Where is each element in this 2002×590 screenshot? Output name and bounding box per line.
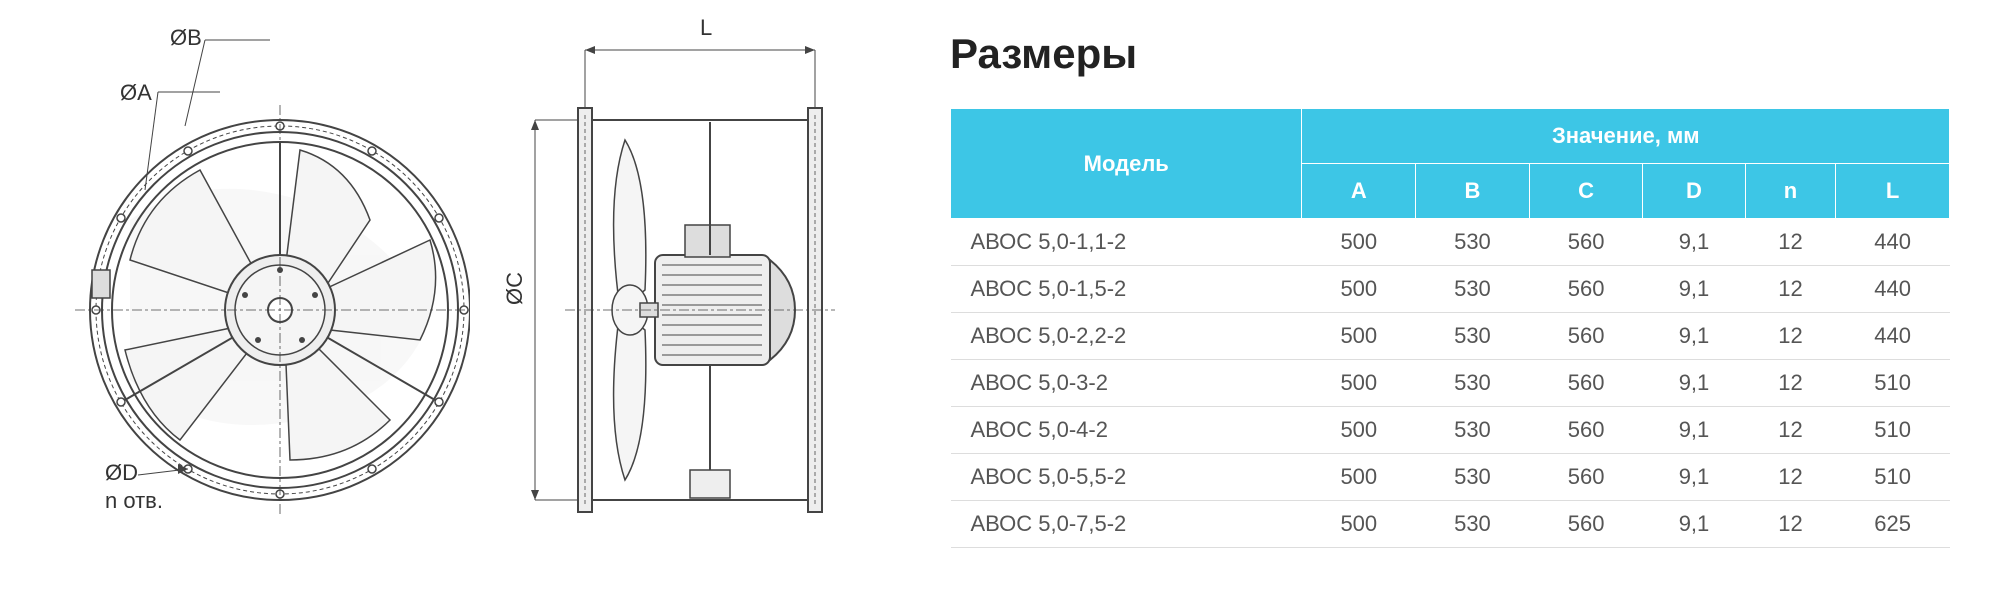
length-label: L [700,15,712,41]
technical-diagram: ØB ØA ØD n отв. тел [20,20,860,570]
content-area: Размеры Модель Значение, мм ABCDnL АВОС … [950,20,1982,570]
front-view-drawing: ØB ØA ØD n отв. тел [50,20,470,540]
value-cell: 9,1 [1643,219,1745,266]
value-cell: 500 [1302,407,1416,454]
value-cell: 530 [1416,313,1530,360]
value-cell: 440 [1836,266,1950,313]
value-cell: 12 [1745,407,1836,454]
model-cell: АВОС 5,0-4-2 [951,407,1302,454]
value-cell: 530 [1416,360,1530,407]
table-row: АВОС 5,0-5,5-25005305609,112510 [951,454,1950,501]
value-cell: 560 [1529,501,1643,548]
dimensions-table: Модель Значение, мм ABCDnL АВОС 5,0-1,1-… [950,108,1950,548]
column-header-a: A [1302,164,1416,219]
value-cell: 530 [1416,407,1530,454]
value-cell: 440 [1836,219,1950,266]
model-cell: АВОС 5,0-1,1-2 [951,219,1302,266]
value-cell: 530 [1416,501,1530,548]
value-cell: 560 [1529,219,1643,266]
diameter-d-label: ØD [105,460,138,486]
value-cell: 12 [1745,454,1836,501]
column-header-b: B [1416,164,1530,219]
table-row: АВОС 5,0-4-25005305609,112510 [951,407,1950,454]
column-header-values-group: Значение, мм [1302,109,1950,164]
value-cell: 530 [1416,454,1530,501]
value-cell: 500 [1302,219,1416,266]
column-header-c: C [1529,164,1643,219]
value-cell: 510 [1836,360,1950,407]
value-cell: 560 [1529,454,1643,501]
value-cell: 9,1 [1643,266,1745,313]
table-row: АВОС 5,0-1,5-25005305609,112440 [951,266,1950,313]
value-cell: 12 [1745,219,1836,266]
value-cell: 560 [1529,313,1643,360]
diameter-c-label: ØC [502,272,528,305]
value-cell: 560 [1529,360,1643,407]
value-cell: 9,1 [1643,313,1745,360]
value-cell: 560 [1529,266,1643,313]
value-cell: 500 [1302,360,1416,407]
value-cell: 12 [1745,266,1836,313]
value-cell: 12 [1745,313,1836,360]
table-row: АВОС 5,0-2,2-25005305609,112440 [951,313,1950,360]
column-header-model: Модель [951,109,1302,219]
value-cell: 625 [1836,501,1950,548]
value-cell: 510 [1836,454,1950,501]
diameter-b-label: ØB [170,25,202,51]
model-cell: АВОС 5,0-5,5-2 [951,454,1302,501]
model-cell: АВОС 5,0-2,2-2 [951,313,1302,360]
column-header-n: n [1745,164,1836,219]
value-cell: 500 [1302,454,1416,501]
value-cell: 530 [1416,219,1530,266]
value-cell: 9,1 [1643,501,1745,548]
diameter-a-label: ØA [120,80,152,106]
value-cell: 500 [1302,313,1416,360]
value-cell: 530 [1416,266,1530,313]
value-cell: 9,1 [1643,360,1745,407]
holes-label: n отв. [105,488,163,514]
model-cell: АВОС 5,0-3-2 [951,360,1302,407]
table-row: АВОС 5,0-3-25005305609,112510 [951,360,1950,407]
value-cell: 12 [1745,501,1836,548]
value-cell: 560 [1529,407,1643,454]
side-view-drawing: L ØC [510,20,860,540]
value-cell: 500 [1302,501,1416,548]
fan-side-svg [510,20,860,540]
value-cell: 9,1 [1643,407,1745,454]
model-cell: АВОС 5,0-1,5-2 [951,266,1302,313]
column-header-d: D [1643,164,1745,219]
column-header-l: L [1836,164,1950,219]
section-title: Размеры [950,30,1982,78]
value-cell: 500 [1302,266,1416,313]
value-cell: 510 [1836,407,1950,454]
value-cell: 440 [1836,313,1950,360]
model-cell: АВОС 5,0-7,5-2 [951,501,1302,548]
value-cell: 9,1 [1643,454,1745,501]
table-row: АВОС 5,0-1,1-25005305609,112440 [951,219,1950,266]
table-row: АВОС 5,0-7,5-25005305609,112625 [951,501,1950,548]
value-cell: 12 [1745,360,1836,407]
